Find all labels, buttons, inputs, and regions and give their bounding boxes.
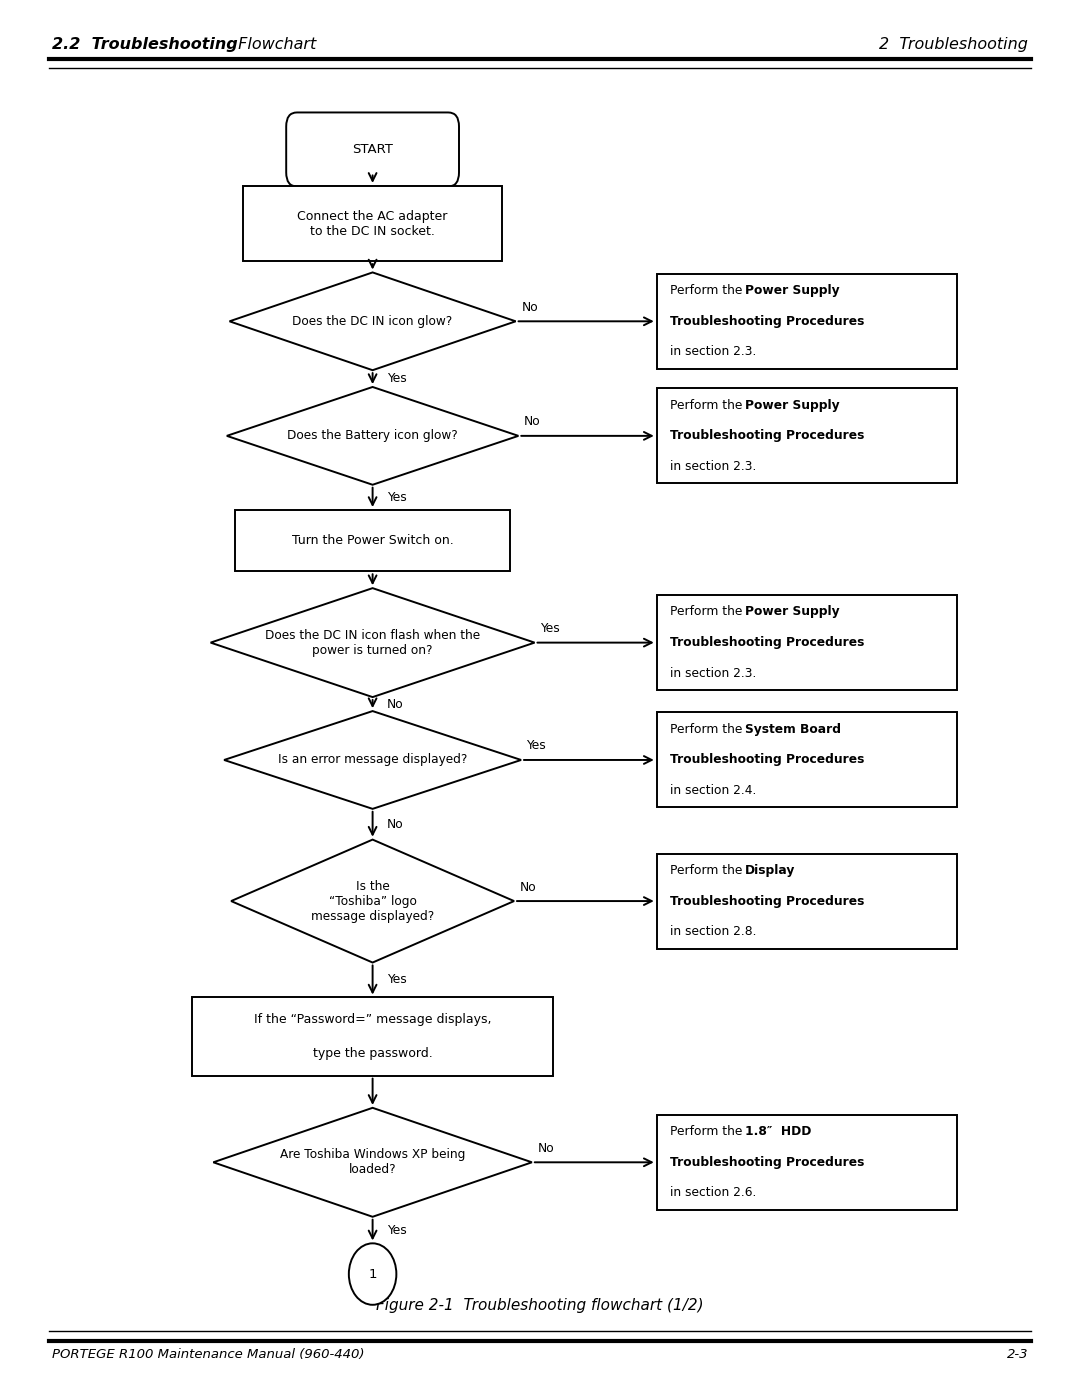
Text: Display: Display	[745, 863, 795, 877]
Polygon shape	[229, 272, 516, 370]
Bar	[657, 388, 957, 483]
Text: 1: 1	[368, 1267, 377, 1281]
Text: No: No	[387, 697, 404, 711]
Circle shape	[349, 1243, 396, 1305]
Text: 2.2  Troubleshooting: 2.2 Troubleshooting	[52, 36, 238, 52]
Text: 1.8″  HDD: 1.8″ HDD	[745, 1125, 811, 1139]
Text: Yes: Yes	[527, 739, 546, 753]
Text: Troubleshooting Procedures: Troubleshooting Procedures	[670, 894, 864, 908]
Text: Yes: Yes	[540, 622, 559, 636]
Bar	[235, 510, 510, 571]
Text: Flowchart: Flowchart	[233, 36, 316, 52]
Polygon shape	[227, 387, 518, 485]
Text: Troubleshooting Procedures: Troubleshooting Procedures	[670, 1155, 864, 1169]
Text: Perform the: Perform the	[670, 398, 746, 412]
Text: Does the DC IN icon flash when the
power is turned on?: Does the DC IN icon flash when the power…	[265, 629, 481, 657]
Text: No: No	[387, 817, 404, 831]
Polygon shape	[231, 840, 514, 963]
Text: Turn the Power Switch on.: Turn the Power Switch on.	[292, 534, 454, 548]
Text: Troubleshooting Procedures: Troubleshooting Procedures	[670, 636, 864, 650]
Text: in section 2.3.: in section 2.3.	[670, 666, 756, 680]
Polygon shape	[211, 588, 535, 697]
Bar	[191, 997, 553, 1076]
Polygon shape	[225, 711, 522, 809]
Text: Perform the: Perform the	[670, 1125, 746, 1139]
Bar	[657, 274, 957, 369]
Text: in section 2.8.: in section 2.8.	[670, 925, 756, 939]
Text: Perform the: Perform the	[670, 284, 746, 298]
Text: START: START	[352, 142, 393, 156]
Text: Does the DC IN icon glow?: Does the DC IN icon glow?	[293, 314, 453, 328]
Text: in section 2.3.: in section 2.3.	[670, 460, 756, 474]
Text: in section 2.6.: in section 2.6.	[670, 1186, 756, 1200]
Text: If the “Password=” message displays,: If the “Password=” message displays,	[254, 1013, 491, 1027]
FancyBboxPatch shape	[286, 113, 459, 186]
Text: type the password.: type the password.	[313, 1046, 432, 1060]
Text: Power Supply: Power Supply	[745, 398, 839, 412]
Text: Power Supply: Power Supply	[745, 284, 839, 298]
Bar	[657, 712, 957, 807]
Text: Connect the AC adapter
to the DC IN socket.: Connect the AC adapter to the DC IN sock…	[297, 210, 448, 237]
Text: Troubleshooting Procedures: Troubleshooting Procedures	[670, 429, 864, 443]
Text: Yes: Yes	[387, 1224, 406, 1236]
Bar	[657, 1115, 957, 1210]
Text: Yes: Yes	[387, 372, 406, 386]
Text: Power Supply: Power Supply	[745, 605, 839, 619]
Text: Yes: Yes	[387, 974, 406, 986]
Text: No: No	[519, 880, 537, 894]
Text: Yes: Yes	[387, 490, 406, 504]
Text: Does the Battery icon glow?: Does the Battery icon glow?	[287, 429, 458, 443]
Text: Is the
“Toshiba” logo
message displayed?: Is the “Toshiba” logo message displayed?	[311, 880, 434, 922]
Text: 2  Troubleshooting: 2 Troubleshooting	[879, 36, 1028, 52]
Text: Are Toshiba Windows XP being
loaded?: Are Toshiba Windows XP being loaded?	[280, 1148, 465, 1176]
Text: in section 2.3.: in section 2.3.	[670, 345, 756, 359]
Text: Is an error message displayed?: Is an error message displayed?	[278, 753, 468, 767]
Text: No: No	[523, 300, 539, 314]
Text: Troubleshooting Procedures: Troubleshooting Procedures	[670, 314, 864, 328]
Bar	[657, 595, 957, 690]
Text: Troubleshooting Procedures: Troubleshooting Procedures	[670, 753, 864, 767]
Text: Figure 2-1  Troubleshooting flowchart (1/2): Figure 2-1 Troubleshooting flowchart (1/…	[376, 1298, 704, 1313]
Text: Perform the: Perform the	[670, 722, 746, 736]
Text: Perform the: Perform the	[670, 863, 746, 877]
Text: in section 2.4.: in section 2.4.	[670, 784, 756, 798]
Polygon shape	[213, 1108, 531, 1217]
Bar	[657, 854, 957, 949]
Bar	[243, 186, 502, 261]
Text: System Board: System Board	[745, 722, 840, 736]
Text: No: No	[524, 415, 541, 429]
Text: 2-3: 2-3	[1007, 1348, 1028, 1361]
Text: PORTEGE R100 Maintenance Manual (960-440): PORTEGE R100 Maintenance Manual (960-440…	[52, 1348, 364, 1361]
Text: No: No	[538, 1141, 554, 1155]
Text: Perform the: Perform the	[670, 605, 746, 619]
